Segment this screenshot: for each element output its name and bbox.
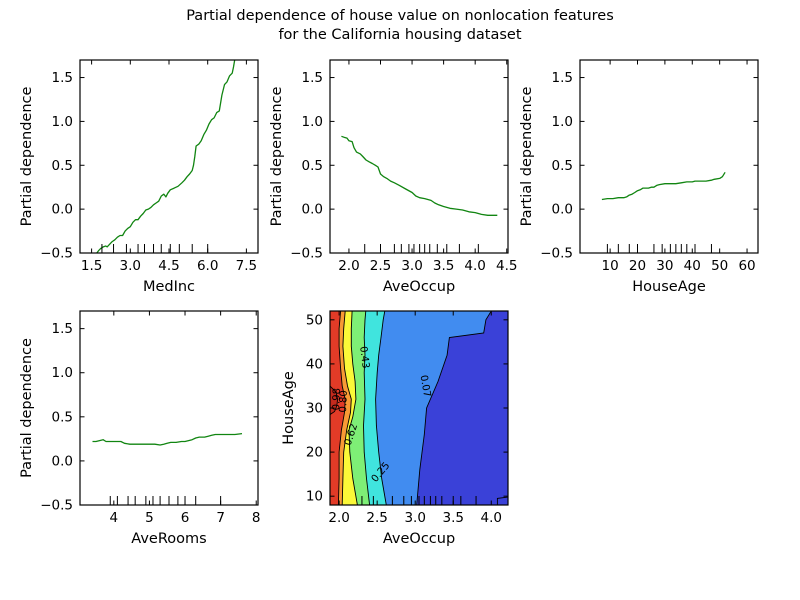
x-tick-label: 3.0 xyxy=(120,258,141,274)
x-tick-label: 4.5 xyxy=(158,258,179,274)
y-tick-label: 1.5 xyxy=(52,70,73,86)
figure-title: Partial dependence of house value on non… xyxy=(0,7,800,45)
y-axis-label: Partial dependence xyxy=(519,87,535,227)
x-axis-label: AveRooms xyxy=(131,531,206,547)
x-tick-label: 30 xyxy=(656,258,673,274)
x-tick-label: 3.5 xyxy=(442,510,463,526)
y-tick-label: 0.5 xyxy=(52,409,73,425)
x-tick-label: 2.5 xyxy=(366,510,387,526)
x-axis-label: AveOccup xyxy=(383,279,455,295)
y-axis-label: Partial dependence xyxy=(19,338,35,478)
subplot-contour: 0.070.250.430.620.800.982.0 2.5 3.0 3.5 4.01… xyxy=(281,310,509,547)
y-tick-label: 1.5 xyxy=(552,70,573,86)
axes-border xyxy=(329,59,509,254)
x-tick-label: 7.5 xyxy=(236,258,257,274)
contour-line-corner xyxy=(496,496,508,505)
y-tick-label: −0.5 xyxy=(40,498,73,514)
y-tick-label: 20 xyxy=(306,445,323,461)
x-tick-label: 60 xyxy=(738,258,755,274)
x-tick-label: 8 xyxy=(252,510,261,526)
partial-dependence-line xyxy=(601,171,726,201)
y-tick-label: 0.5 xyxy=(52,158,73,174)
figure-title-line2: for the California housing dataset xyxy=(278,27,522,43)
y-tick-label: −0.5 xyxy=(40,246,73,262)
contour-band-0.98 xyxy=(330,311,346,505)
contour-line-0.98 xyxy=(337,311,346,505)
y-tick-label: 1.5 xyxy=(52,321,73,337)
y-tick-label: 0.0 xyxy=(52,202,73,218)
y-tick-label: −0.5 xyxy=(290,246,323,262)
y-tick-label: 10 xyxy=(306,489,323,505)
axes-border xyxy=(579,59,759,254)
y-axis-label: HouseAge xyxy=(281,371,297,445)
y-tick-label: 1.0 xyxy=(302,114,323,130)
contour-line-0.62 xyxy=(348,311,358,505)
x-tick-label: 4.5 xyxy=(496,258,517,274)
x-axis-label: AveOccup xyxy=(383,531,455,547)
y-tick-label: 0.0 xyxy=(52,453,73,469)
contour-level-label: 0.43 xyxy=(357,346,371,369)
subplot-medinc: 1.5 3.0 4.5 6.0 7.5 −0.5 0.0 0.5 1.0 1.5 MedInc Par… xyxy=(19,59,259,295)
y-tick-label: 0.5 xyxy=(302,158,323,174)
x-tick-label: 2.0 xyxy=(328,510,349,526)
y-tick-label: 0.0 xyxy=(302,202,323,218)
contour-level-label: 0.98 xyxy=(331,388,343,411)
figure-title-line1: Partial dependence of house value on non… xyxy=(186,8,614,24)
contour-level-label: 0.80 xyxy=(338,390,350,413)
y-tick-label: 0.0 xyxy=(552,202,573,218)
x-tick-label: 10 xyxy=(602,258,619,274)
y-tick-label: 1.0 xyxy=(552,114,573,130)
x-tick-label: 4.0 xyxy=(464,258,485,274)
x-tick-label: 2.0 xyxy=(338,258,359,274)
x-tick-label: 1.5 xyxy=(81,258,102,274)
subplot-houseage: 10 20 30 40 50 60 −0.5 0.0 0.5 1.0 1.5 HouseAge Part… xyxy=(519,59,759,295)
y-tick-label: 1.0 xyxy=(52,114,73,130)
partial-dependence-line xyxy=(92,432,243,446)
contour-line-0.8 xyxy=(341,311,352,505)
contour-line-0.07 xyxy=(416,311,492,505)
contour-line-0.43 xyxy=(363,311,371,505)
y-tick-label: −0.5 xyxy=(540,246,573,262)
x-tick-label: 4 xyxy=(110,510,119,526)
y-tick-label: 0.5 xyxy=(552,158,573,174)
subplot-aveoccup: 2.0 2.5 3.0 3.5 4.0 4.5 −0.5 0.0 0.5 1.0 1.5 AveOcc… xyxy=(269,59,517,295)
x-tick-label: 6.0 xyxy=(197,258,218,274)
x-tick-label: 20 xyxy=(629,258,646,274)
axes-border xyxy=(79,310,259,506)
x-tick-label: 3.0 xyxy=(401,258,422,274)
x-tick-label: 3.0 xyxy=(404,510,425,526)
partial-dependence-line xyxy=(95,60,236,253)
axes-border xyxy=(79,59,259,254)
y-axis-label: Partial dependence xyxy=(269,87,285,227)
x-tick-label: 7 xyxy=(216,510,225,526)
x-tick-label: 6 xyxy=(181,510,190,526)
x-tick-label: 5 xyxy=(145,510,154,526)
axes-border xyxy=(329,310,509,506)
contour-level-label: 0.07 xyxy=(418,374,433,398)
x-tick-label: 2.5 xyxy=(370,258,391,274)
x-tick-label: 4.0 xyxy=(481,510,502,526)
x-tick-label: 50 xyxy=(711,258,728,274)
x-tick-label: 40 xyxy=(684,258,701,274)
contour-line-0.25 xyxy=(375,311,387,505)
y-axis-label: Partial dependence xyxy=(19,87,35,227)
x-tick-label: 3.5 xyxy=(433,258,454,274)
subplot-averooms: 4 5 6 7 8 −0.5 0.0 0.5 1.0 1.5 AveRooms Partial dep… xyxy=(19,310,261,547)
y-tick-label: 1.0 xyxy=(52,365,73,381)
x-axis-label: MedInc xyxy=(143,279,195,295)
y-tick-label: 1.5 xyxy=(302,70,323,86)
y-tick-label: 30 xyxy=(306,401,323,417)
x-axis-label: HouseAge xyxy=(632,279,706,295)
y-tick-label: 50 xyxy=(306,312,323,328)
partial-dependence-line xyxy=(341,135,498,216)
y-tick-label: 40 xyxy=(306,356,323,372)
